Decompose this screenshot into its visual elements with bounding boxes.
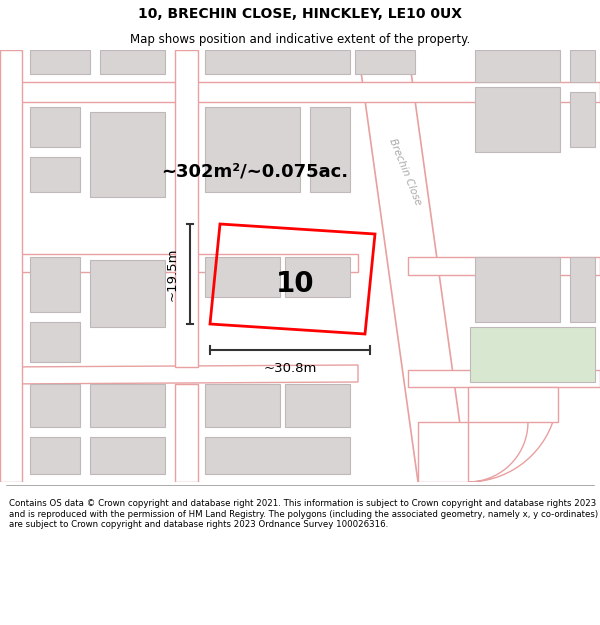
Text: ~30.8m: ~30.8m xyxy=(263,361,317,374)
Polygon shape xyxy=(468,387,558,422)
Polygon shape xyxy=(570,50,595,82)
Polygon shape xyxy=(570,92,595,147)
Polygon shape xyxy=(285,384,350,427)
Polygon shape xyxy=(30,322,80,362)
Polygon shape xyxy=(90,260,165,327)
Text: ~302m²/~0.075ac.: ~302m²/~0.075ac. xyxy=(161,163,349,181)
Polygon shape xyxy=(30,384,80,427)
Text: ~19.5m: ~19.5m xyxy=(166,248,179,301)
Polygon shape xyxy=(205,50,350,74)
Polygon shape xyxy=(570,257,595,322)
Polygon shape xyxy=(30,50,90,74)
Polygon shape xyxy=(0,82,600,102)
Polygon shape xyxy=(175,384,198,482)
Polygon shape xyxy=(205,384,280,427)
Polygon shape xyxy=(0,365,358,384)
Polygon shape xyxy=(205,437,350,474)
Text: Contains OS data © Crown copyright and database right 2021. This information is : Contains OS data © Crown copyright and d… xyxy=(9,499,598,529)
Polygon shape xyxy=(205,107,300,192)
Polygon shape xyxy=(0,50,22,482)
Text: Map shows position and indicative extent of the property.: Map shows position and indicative extent… xyxy=(130,32,470,46)
Polygon shape xyxy=(310,107,350,192)
Polygon shape xyxy=(468,392,558,482)
Polygon shape xyxy=(285,257,350,297)
Text: 10, BRECHIN CLOSE, HINCKLEY, LE10 0UX: 10, BRECHIN CLOSE, HINCKLEY, LE10 0UX xyxy=(138,7,462,21)
Polygon shape xyxy=(30,107,80,147)
Polygon shape xyxy=(90,437,165,474)
Polygon shape xyxy=(470,327,595,382)
Polygon shape xyxy=(475,50,560,82)
Polygon shape xyxy=(355,50,415,74)
Polygon shape xyxy=(408,257,600,275)
Polygon shape xyxy=(358,50,468,482)
Text: Brechin Close: Brechin Close xyxy=(387,137,423,207)
Polygon shape xyxy=(205,257,280,297)
Polygon shape xyxy=(90,112,165,197)
Polygon shape xyxy=(175,50,198,367)
Polygon shape xyxy=(100,50,165,74)
Polygon shape xyxy=(408,370,600,387)
Polygon shape xyxy=(475,87,560,152)
Text: 10: 10 xyxy=(275,270,314,298)
Polygon shape xyxy=(30,157,80,192)
Polygon shape xyxy=(0,254,358,272)
Polygon shape xyxy=(475,257,560,322)
Polygon shape xyxy=(30,257,80,312)
Polygon shape xyxy=(30,437,80,474)
Polygon shape xyxy=(418,422,468,482)
Polygon shape xyxy=(90,384,165,427)
